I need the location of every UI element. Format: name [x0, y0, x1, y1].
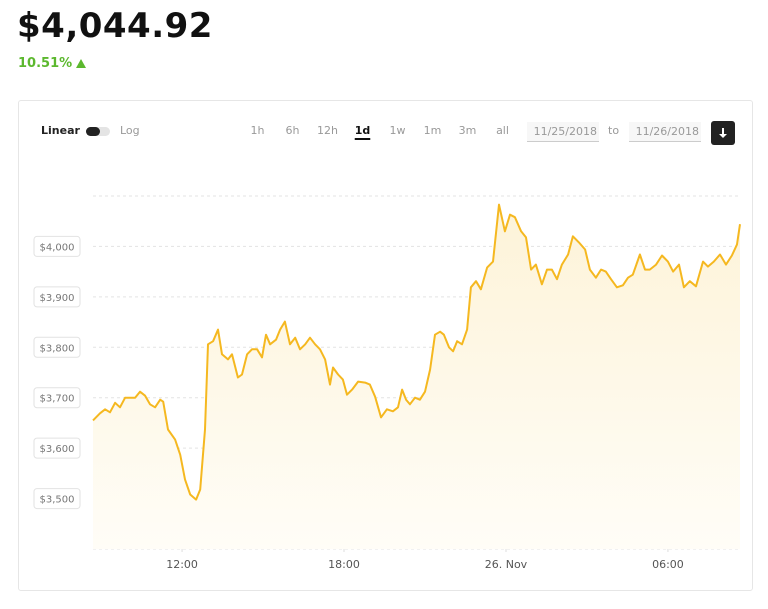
x-tick-label: 26. Nov [485, 558, 528, 571]
y-tick-box [33, 336, 81, 358]
y-tick-label: $4,000 [40, 242, 75, 253]
area [93, 204, 740, 549]
y-tick-label: $3,800 [40, 343, 75, 354]
log-option[interactable]: Log [120, 124, 140, 137]
date-to-label: to [608, 124, 620, 137]
range-button[interactable]: 1h [250, 124, 265, 137]
x-tick-label: 18:00 [328, 558, 360, 571]
range-button[interactable]: 3m [458, 124, 477, 137]
scale-toggle[interactable] [86, 127, 110, 136]
y-tick-box [33, 488, 81, 510]
change-value: 10.51% [18, 56, 73, 71]
range-button[interactable]: 1d [354, 124, 371, 137]
range-button[interactable]: 6h [285, 124, 300, 137]
range-button[interactable]: 12h [317, 124, 338, 137]
y-tick-box [33, 387, 81, 409]
download-button[interactable] [711, 121, 735, 145]
range-button[interactable]: all [496, 124, 509, 137]
price: $4,044.92 [17, 6, 213, 46]
linear-option[interactable]: Linear [41, 124, 80, 137]
y-tick-label: $3,900 [40, 293, 75, 304]
range-buttons: 1h 6h 12h 1d 1w 1m 3m all [240, 124, 520, 137]
y-tick-box [33, 437, 81, 459]
y-tick-label: $3,700 [40, 394, 75, 405]
date-to[interactable]: 11/26/2018 [629, 122, 701, 142]
price-change: 10.51% [18, 56, 87, 71]
y-tick-label: $3,500 [40, 495, 75, 506]
up-arrow [76, 59, 87, 68]
range-button[interactable]: 1w [389, 124, 406, 137]
download-icon [719, 128, 727, 138]
y-tick-box [33, 286, 81, 308]
y-tick-box [33, 235, 81, 257]
x-tick-label: 12:00 [166, 558, 198, 571]
date-from[interactable]: 11/25/2018 [527, 122, 599, 142]
x-tick-label: 06:00 [652, 558, 684, 571]
y-tick-label: $3,600 [40, 444, 75, 455]
price-line [92, 203, 741, 501]
chart-card [18, 100, 753, 591]
range-button[interactable]: 1m [423, 124, 442, 137]
